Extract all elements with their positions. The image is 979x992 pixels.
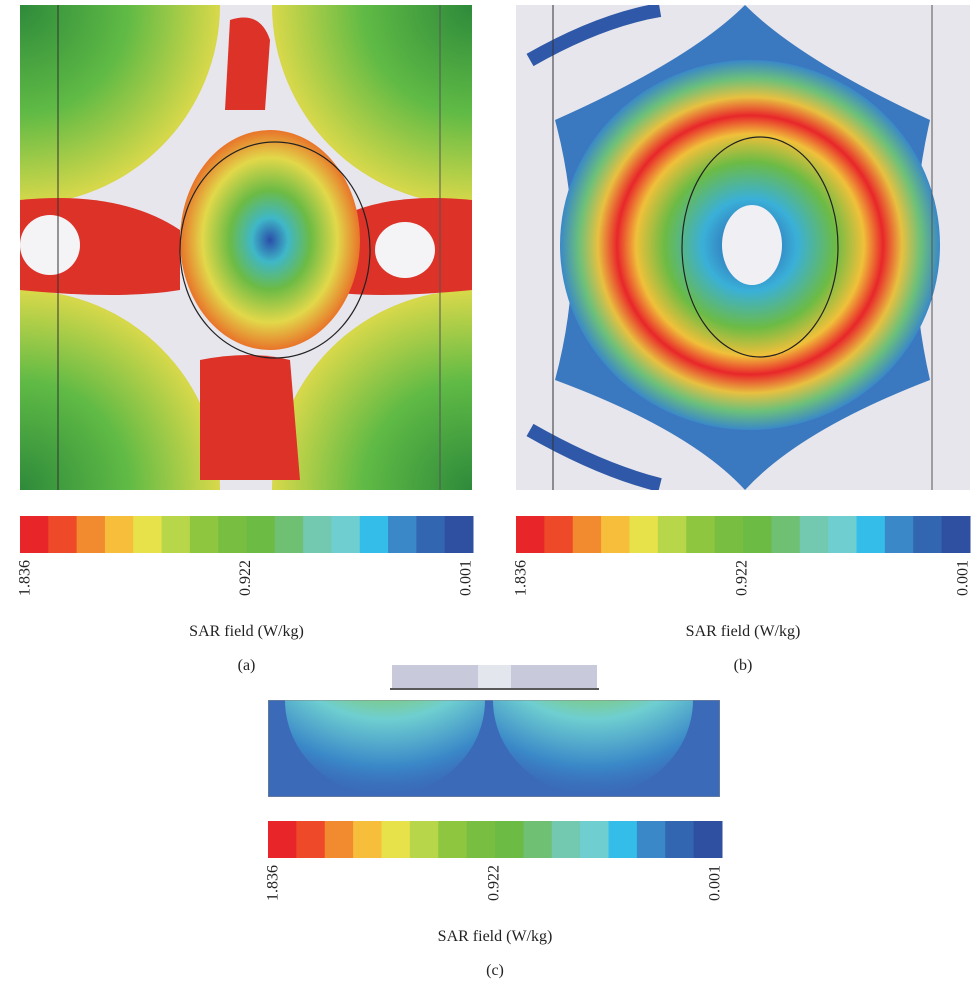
colorbar-segment <box>885 516 914 553</box>
colorbar-segment <box>105 516 134 553</box>
panel-label: (b) <box>734 657 753 674</box>
colorbar-segment <box>303 516 332 553</box>
colorbar-segment <box>601 516 630 553</box>
colorbar-segment <box>190 516 219 553</box>
colorbar-segment <box>218 516 247 553</box>
colorbar-title: SAR field (W/kg) <box>438 928 553 945</box>
colorbar-segment <box>828 516 857 553</box>
colorbar-segment <box>438 821 467 858</box>
colorbar-segment <box>694 821 723 858</box>
colorbar-segment <box>20 516 49 553</box>
colorbar-segment <box>771 516 800 553</box>
colorbar-segment <box>609 821 638 858</box>
panel-c-top-bar <box>390 665 599 689</box>
colorbar-segment <box>573 516 602 553</box>
colorbar-segment <box>857 516 886 553</box>
colorbar-segment <box>630 516 659 553</box>
panel-c-image <box>268 605 720 797</box>
colorbar-segment <box>686 516 715 553</box>
colorbar-segment <box>331 516 360 553</box>
colorbar-title: SAR field (W/kg) <box>189 623 304 640</box>
colorbar-segment <box>275 516 304 553</box>
colorbar-segment <box>544 516 573 553</box>
colorbar-segment <box>247 516 276 553</box>
colorbar-segment <box>552 821 581 858</box>
page: 1.836 0.922 0.001 SAR field (W/kg) (a) 1.836 0… <box>0 0 979 992</box>
panel-label: (a) <box>238 657 256 674</box>
colorbar-segment <box>516 516 545 553</box>
colorbar-segment <box>353 821 382 858</box>
colorbar-segment <box>133 516 162 553</box>
colorbar-tick-label: 0.922 <box>486 865 503 901</box>
colorbar-title: SAR field (W/kg) <box>686 623 801 640</box>
colorbar-segment <box>268 821 297 858</box>
colorbar-segment <box>388 516 417 553</box>
colorbar-segment <box>715 516 744 553</box>
colorbar-tick-label: 1.836 <box>265 865 282 901</box>
colorbar-segment <box>77 516 106 553</box>
colorbar-segment <box>637 821 666 858</box>
colorbar-segment <box>942 516 971 553</box>
colorbar-segment <box>523 821 552 858</box>
colorbar-tick-label: 0.001 <box>955 560 972 596</box>
colorbar-segment <box>658 516 687 553</box>
colorbar-segment <box>296 821 325 858</box>
colorbar-segment <box>410 821 439 858</box>
colorbar-segment <box>495 821 524 858</box>
colorbar-segment <box>800 516 829 553</box>
colorbar-segment <box>325 821 354 858</box>
colorbar-segment <box>665 821 694 858</box>
panel-label: (c) <box>486 962 504 979</box>
figure: 1.836 0.922 0.001 SAR field (W/kg) (a) 1.836 0… <box>0 0 979 987</box>
colorbar-segment <box>382 821 411 858</box>
colorbar-segment <box>467 821 496 858</box>
colorbar-segment <box>416 516 445 553</box>
colorbar-tick-label: 0.922 <box>734 560 751 596</box>
colorbar-segment <box>913 516 942 553</box>
colorbar-segment <box>162 516 191 553</box>
colorbar-segment <box>360 516 389 553</box>
colorbar-segment <box>743 516 772 553</box>
colorbar-segment <box>580 821 609 858</box>
colorbar-tick-label: 0.001 <box>707 865 724 901</box>
colorbar-segment <box>48 516 77 553</box>
colorbar-tick-label: 0.922 <box>237 560 254 596</box>
colorbar-tick-label: 1.836 <box>17 560 34 596</box>
colorbar-tick-label: 0.001 <box>458 560 475 596</box>
colorbar-segment <box>445 516 474 553</box>
colorbar-tick-label: 1.836 <box>513 560 530 596</box>
panel-b-image <box>516 5 970 490</box>
